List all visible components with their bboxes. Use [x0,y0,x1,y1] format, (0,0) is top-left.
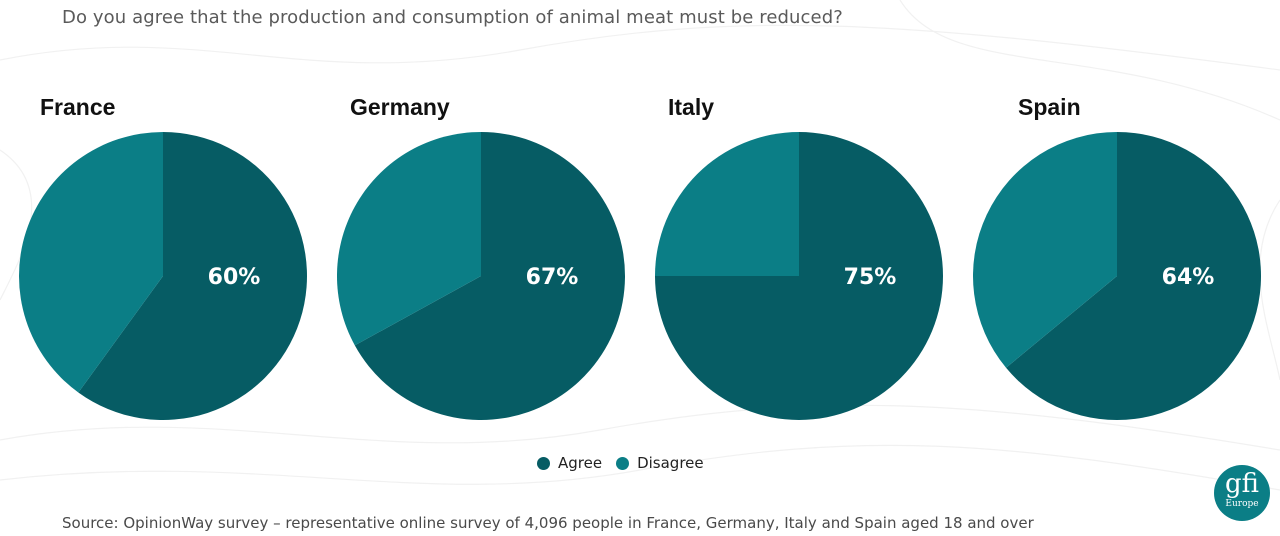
legend-item-disagree[interactable]: Disagree [616,454,704,472]
pie-slice-agree-france[interactable] [78,132,308,420]
pie-slice-agree-spain[interactable] [1006,132,1261,420]
country-title-france: France [40,94,116,120]
country-title-germany: Germany [350,94,450,120]
country-title-italy: Italy [668,94,715,120]
pie-slice-disagree-france[interactable] [19,132,163,393]
pie-slice-disagree-italy[interactable] [655,132,799,276]
logo-main-text: gfi [1225,469,1259,499]
legend-dot-disagree [616,456,630,470]
pie-slice-disagree-germany[interactable] [336,132,481,346]
pie-slice-agree-germany[interactable] [354,132,626,420]
gfi-europe-logo: gfi Europe [1214,465,1270,521]
pie-label-agree-italy: 75% [844,265,897,290]
source-note: Source: OpinionWay survey – representati… [62,514,1034,532]
chart-legend: Agree Disagree [537,454,718,472]
pie-label-agree-spain: 64% [1162,265,1215,290]
legend-label-disagree: Disagree [637,454,704,472]
legend-label-agree: Agree [558,454,603,472]
legend-dot-agree [537,456,550,470]
logo-sub-text: Europe [1225,499,1259,509]
legend-item-agree[interactable]: Agree [537,454,602,472]
country-title-spain: Spain [1018,94,1081,120]
chart-question-title: Do you agree that the production and con… [62,7,843,28]
pie-label-agree-france: 60% [208,265,261,290]
pie-label-agree-germany: 67% [526,265,579,290]
pie-slice-disagree-spain[interactable] [972,132,1117,368]
